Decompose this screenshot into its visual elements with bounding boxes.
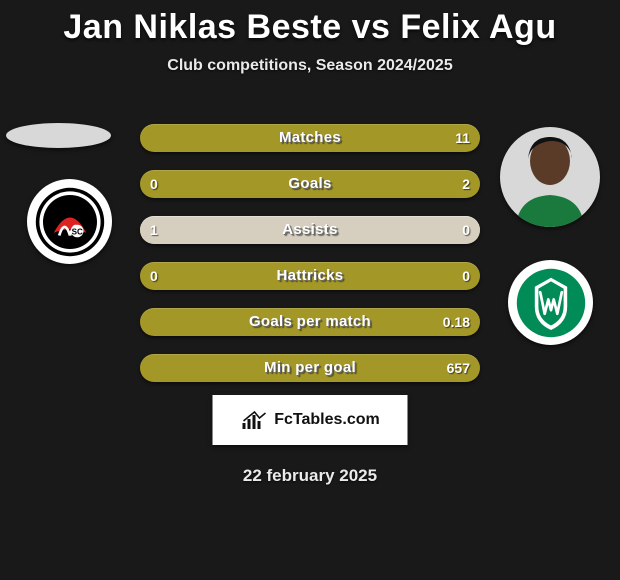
page-title: Jan Niklas Beste vs Felix Agu <box>0 0 620 47</box>
player-left-avatar <box>6 123 111 148</box>
svg-text:SC: SC <box>71 227 82 236</box>
stat-row: 1 Assists 0 <box>140 216 480 244</box>
fctables-icon <box>240 409 268 431</box>
stat-row: 0 Goals 2 <box>140 170 480 198</box>
stat-row: Min per goal 657 <box>140 354 480 382</box>
stat-label: Assists <box>140 216 480 244</box>
stat-label: Min per goal <box>140 354 480 382</box>
stat-label: Goals <box>140 170 480 198</box>
player-right-silhouette <box>508 131 592 227</box>
stat-label: Goals per match <box>140 308 480 336</box>
watermark: FcTables.com <box>213 395 408 445</box>
stat-value-right: 11 <box>455 124 470 152</box>
werder-icon <box>515 267 587 339</box>
stat-value-right: 657 <box>447 354 470 382</box>
club-right-badge <box>508 260 593 345</box>
stat-row: Matches 11 <box>140 124 480 152</box>
club-left-badge: SC <box>27 179 112 264</box>
player-right-avatar <box>500 127 600 227</box>
freiburg-icon: SC <box>34 186 106 258</box>
stat-row: 0 Hattricks 0 <box>140 262 480 290</box>
watermark-text: FcTables.com <box>274 411 380 429</box>
stat-label: Matches <box>140 124 480 152</box>
page-subtitle: Club competitions, Season 2024/2025 <box>0 57 620 75</box>
stat-value-right: 0.18 <box>443 308 470 336</box>
stat-row: Goals per match 0.18 <box>140 308 480 336</box>
stat-value-right: 0 <box>462 216 470 244</box>
stat-value-right: 0 <box>462 262 470 290</box>
footer-date: 22 february 2025 <box>0 466 620 486</box>
stat-value-right: 2 <box>462 170 470 198</box>
stats-bars: Matches 11 0 Goals 2 1 Assists 0 0 Hattr… <box>140 124 480 400</box>
stat-label: Hattricks <box>140 262 480 290</box>
